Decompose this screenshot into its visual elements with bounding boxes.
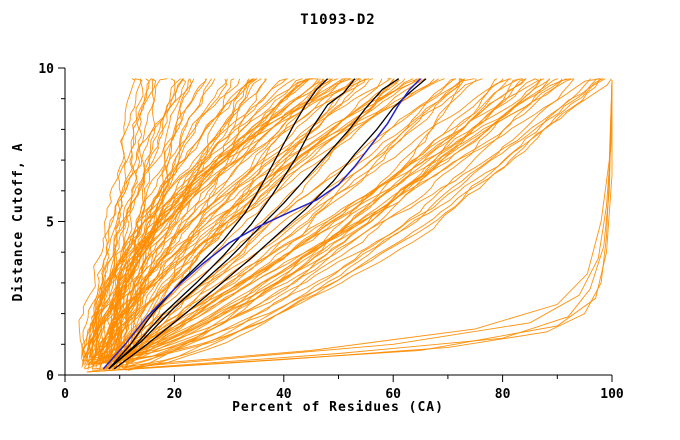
ensemble-curve — [87, 78, 406, 365]
outlier-curve — [86, 80, 613, 373]
ensemble-curve — [95, 78, 330, 368]
ensemble-curve — [102, 78, 523, 358]
ensemble-curve — [101, 78, 241, 362]
outlier-curve — [86, 80, 613, 373]
ensemble-curve — [86, 78, 307, 363]
ensemble-curve — [122, 78, 456, 358]
ensemble-curve — [105, 78, 155, 358]
x-axis-label: Percent of Residues (CA) — [232, 400, 444, 415]
ensemble-curve — [126, 78, 477, 359]
tick-labels: 0 20 40 60 80 100 0 5 10 — [38, 62, 624, 402]
model-black-1 — [108, 78, 329, 370]
ensemble-curve — [87, 78, 466, 366]
ensemble-curve — [119, 78, 392, 370]
highlight-curves — [102, 78, 427, 370]
ensemble-curve — [83, 78, 603, 362]
x-tick-label: 0 — [61, 387, 69, 402]
x-tick-label: 60 — [385, 387, 401, 402]
ensemble-curve — [126, 78, 559, 365]
x-tick-label: 20 — [167, 387, 183, 402]
y-tick-label: 10 — [38, 62, 54, 77]
ensemble-curve — [121, 78, 150, 365]
ensemble-curves — [78, 78, 613, 373]
y-axis-label: Distance Cutoff, A — [11, 143, 26, 302]
y-tick-label: 0 — [46, 369, 54, 384]
ensemble-curve — [91, 78, 152, 362]
ensemble-curve — [107, 78, 288, 358]
ensemble-curve — [105, 78, 351, 370]
ensemble-curve — [96, 78, 483, 363]
ensemble-curve — [102, 78, 257, 362]
outlier-curve — [92, 80, 613, 370]
chart-title: T1093-D2 — [300, 12, 375, 28]
model-black-3 — [108, 78, 400, 370]
ensemble-curve — [115, 78, 212, 367]
ensemble-curve — [123, 78, 575, 371]
ensemble-curve — [91, 78, 184, 370]
ensemble-curve — [120, 78, 440, 359]
ensemble-curve — [114, 78, 601, 359]
x-tick-label: 80 — [495, 387, 511, 402]
x-tick-label: 100 — [600, 387, 624, 402]
ensemble-curve — [105, 78, 563, 364]
ensemble-curve — [118, 78, 187, 366]
ensemble-curve — [104, 78, 551, 360]
ensemble-curve — [98, 78, 347, 361]
ensemble-curve — [81, 78, 181, 365]
ensemble-curve — [124, 78, 550, 368]
ensemble-curve — [128, 78, 228, 362]
ensemble-curve — [99, 78, 420, 368]
ensemble-curve — [92, 78, 414, 367]
model-blue — [102, 78, 422, 370]
ensemble-curve — [89, 78, 600, 364]
ensemble-curve — [86, 78, 262, 361]
ensemble-curve — [94, 78, 475, 359]
ensemble-curve — [126, 78, 524, 359]
axes — [58, 67, 613, 382]
model-black-2 — [108, 78, 356, 370]
ensemble-curve — [106, 78, 527, 368]
ensemble-curve — [113, 78, 195, 369]
ensemble-curve — [88, 78, 255, 368]
ensemble-curve — [102, 78, 320, 363]
outlier-curve — [92, 80, 613, 371]
ensemble-curve — [96, 78, 311, 360]
model-black-4 — [113, 78, 427, 370]
ensemble-curve — [113, 78, 136, 371]
y-tick-label: 5 — [46, 216, 54, 231]
ensemble-curve — [84, 78, 461, 370]
x-tick-label: 40 — [276, 387, 292, 402]
ensemble-curve — [78, 78, 192, 368]
ensemble-curve — [110, 78, 324, 362]
ensemble-curve — [125, 78, 235, 358]
ensemble-curve — [125, 78, 360, 364]
ensemble-curve — [109, 78, 510, 361]
